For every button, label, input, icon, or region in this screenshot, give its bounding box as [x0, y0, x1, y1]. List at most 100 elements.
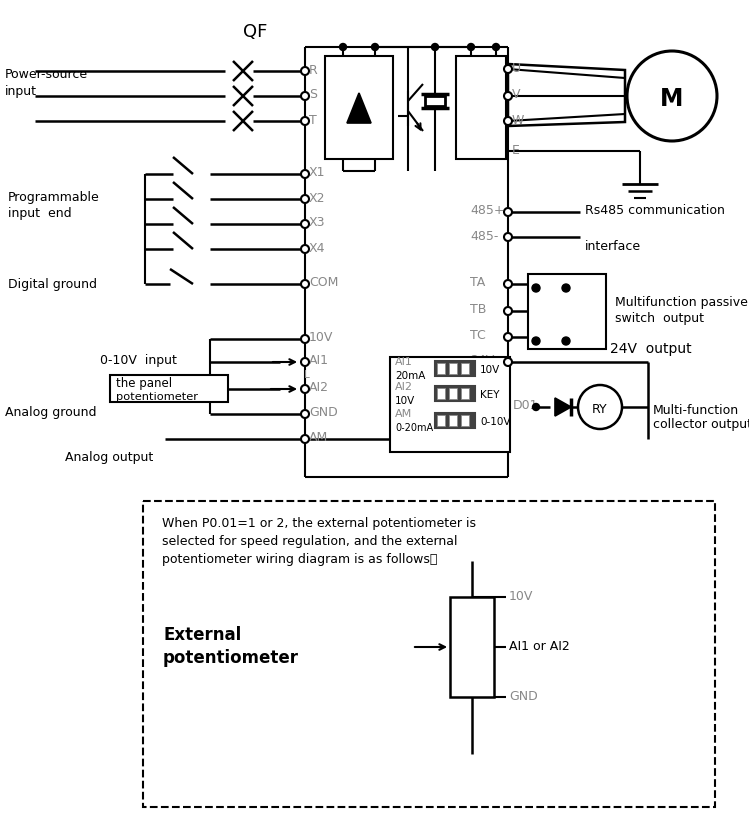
Text: X2: X2 — [309, 192, 326, 204]
Text: selected for speed regulation, and the external: selected for speed regulation, and the e… — [162, 535, 458, 548]
Text: S: S — [309, 88, 317, 102]
Text: collector output: collector output — [653, 418, 749, 431]
Circle shape — [372, 44, 378, 52]
Circle shape — [504, 308, 512, 315]
Circle shape — [504, 333, 512, 342]
Text: TC: TC — [470, 329, 486, 342]
Text: Multifunction passive: Multifunction passive — [615, 296, 748, 309]
Bar — [437, 364, 445, 374]
Circle shape — [504, 281, 512, 288]
Text: T: T — [309, 113, 317, 126]
Text: R: R — [309, 63, 318, 76]
Circle shape — [301, 118, 309, 126]
Circle shape — [339, 44, 347, 52]
Bar — [461, 415, 469, 427]
Text: input  end: input end — [8, 206, 72, 219]
Text: AI1: AI1 — [395, 356, 413, 367]
Circle shape — [504, 209, 512, 217]
Text: potentiometer: potentiometer — [163, 648, 299, 666]
Circle shape — [301, 93, 309, 101]
Text: interface: interface — [585, 239, 641, 252]
Circle shape — [301, 336, 309, 344]
Circle shape — [532, 337, 540, 346]
Bar — [528, 274, 606, 350]
Text: External: External — [163, 625, 241, 643]
Polygon shape — [347, 94, 371, 124]
Bar — [449, 364, 457, 374]
Circle shape — [562, 285, 570, 292]
Polygon shape — [508, 65, 625, 127]
Text: the panel: the panel — [116, 377, 172, 390]
Circle shape — [301, 171, 309, 179]
Text: 10V: 10V — [509, 590, 533, 603]
Circle shape — [431, 44, 438, 52]
Text: 0-10V  input: 0-10V input — [100, 354, 177, 367]
Text: X3: X3 — [309, 216, 326, 229]
Text: When P0.01=1 or 2, the external potentiometer is: When P0.01=1 or 2, the external potentio… — [162, 517, 476, 530]
Circle shape — [504, 359, 512, 367]
Text: potentiometer wiring diagram is as follows：: potentiometer wiring diagram is as follo… — [162, 553, 437, 566]
Circle shape — [533, 404, 539, 411]
Circle shape — [504, 118, 512, 126]
Text: QF: QF — [243, 23, 267, 41]
Text: AI1: AI1 — [309, 354, 329, 367]
Bar — [390, 358, 510, 452]
Bar — [449, 415, 457, 427]
Text: 24V: 24V — [470, 354, 494, 367]
Circle shape — [562, 337, 570, 346]
Text: 24V  output: 24V output — [610, 342, 691, 355]
Circle shape — [301, 436, 309, 443]
Text: 20mA: 20mA — [395, 370, 425, 381]
Text: AI2: AI2 — [309, 381, 329, 394]
Text: X1: X1 — [309, 166, 326, 179]
Text: M: M — [661, 87, 684, 111]
Text: KEY: KEY — [480, 390, 500, 400]
Text: W: W — [512, 113, 524, 126]
Bar — [437, 388, 445, 400]
Text: X4: X4 — [309, 242, 326, 254]
Text: Multi-function: Multi-function — [653, 404, 739, 417]
Circle shape — [504, 66, 512, 74]
Bar — [143, 501, 715, 807]
Bar — [425, 97, 445, 106]
Text: AM: AM — [395, 409, 412, 419]
Text: 485+: 485+ — [470, 204, 505, 217]
Circle shape — [301, 410, 309, 419]
Text: Power-source: Power-source — [5, 69, 88, 81]
Text: switch  output: switch output — [615, 312, 704, 325]
Text: COM: COM — [309, 276, 339, 289]
Circle shape — [301, 359, 309, 367]
Text: GND: GND — [509, 690, 538, 703]
Text: 0-20mA: 0-20mA — [395, 423, 433, 432]
Bar — [325, 57, 393, 160]
Bar — [456, 57, 506, 160]
Circle shape — [301, 68, 309, 76]
Text: TA: TA — [470, 276, 485, 289]
Bar — [435, 387, 475, 401]
Text: 485-: 485- — [470, 229, 498, 242]
Text: AI2: AI2 — [395, 382, 413, 391]
Text: Rs485 communication: Rs485 communication — [585, 204, 725, 217]
Bar — [435, 361, 475, 377]
Text: U: U — [512, 61, 521, 75]
Text: AM: AM — [309, 431, 328, 444]
Circle shape — [301, 221, 309, 229]
Text: RY: RY — [592, 403, 607, 416]
Text: 10V: 10V — [395, 396, 415, 405]
Circle shape — [504, 93, 512, 101]
Text: E: E — [512, 143, 520, 156]
Text: potentiometer: potentiometer — [116, 391, 198, 401]
Text: 10V: 10V — [480, 364, 500, 374]
Text: D01: D01 — [513, 399, 539, 412]
Circle shape — [301, 246, 309, 254]
Text: input: input — [5, 85, 37, 98]
Text: AI1 or AI2: AI1 or AI2 — [509, 640, 570, 653]
Circle shape — [504, 233, 512, 242]
Text: GND: GND — [309, 406, 338, 419]
Bar — [437, 415, 445, 427]
Circle shape — [493, 44, 500, 52]
Bar — [435, 414, 475, 428]
Text: V: V — [512, 88, 521, 102]
Circle shape — [578, 386, 622, 429]
Circle shape — [301, 386, 309, 393]
